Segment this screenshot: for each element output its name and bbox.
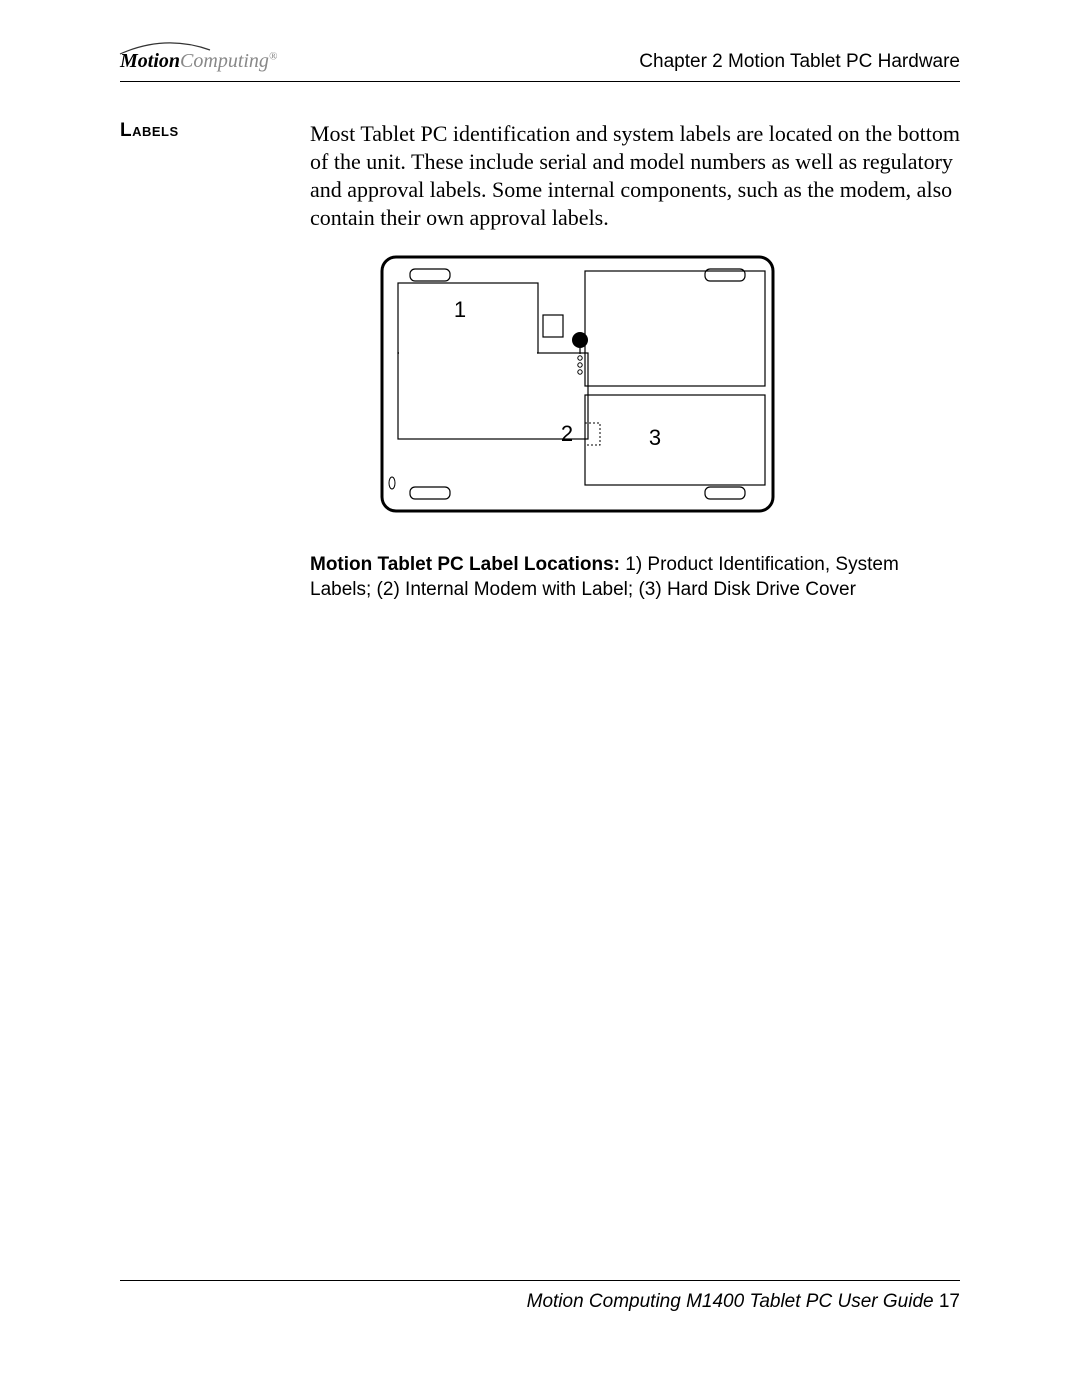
logo: MotionComputing®: [120, 50, 277, 73]
body-paragraph: Most Tablet PC identification and system…: [310, 120, 960, 233]
diagram-caption: Motion Tablet PC Label Locations: 1) Pro…: [310, 552, 960, 603]
svg-text:1: 1: [454, 297, 466, 322]
caption-bold: Motion Tablet PC Label Locations:: [310, 554, 620, 575]
tablet-bottom-diagram-icon: 1 3 2: [380, 255, 775, 513]
page-header: MotionComputing® Chapter 2 Motion Tablet…: [120, 50, 960, 73]
svg-text:2: 2: [561, 421, 573, 446]
section-heading: Labels: [120, 120, 310, 603]
page-footer: Motion Computing M1400 Tablet PC User Gu…: [120, 1280, 960, 1313]
logo-swoosh-icon: [115, 40, 215, 58]
chapter-heading: Chapter 2 Motion Tablet PC Hardware: [639, 51, 960, 73]
footer-rule: [120, 1280, 960, 1281]
footer-page-number: 17: [934, 1291, 960, 1312]
label-diagram: 1 3 2: [380, 255, 960, 518]
footer-title: Motion Computing M1400 Tablet PC User Gu…: [527, 1291, 934, 1312]
svg-text:3: 3: [649, 425, 661, 450]
header-rule: [120, 81, 960, 82]
